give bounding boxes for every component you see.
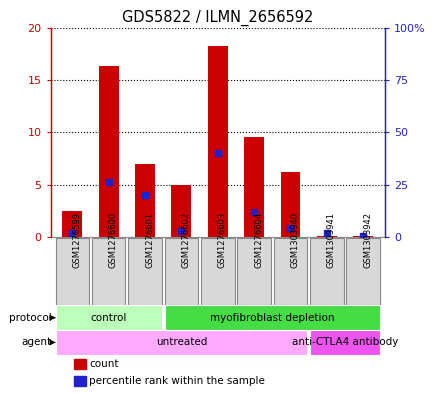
Text: untreated: untreated [156, 338, 207, 347]
Text: agent: agent [21, 338, 51, 347]
Bar [74, 376, 86, 386]
FancyBboxPatch shape [56, 237, 89, 305]
Bar [165, 305, 380, 330]
Text: anti-CTLA4 antibody: anti-CTLA4 antibody [292, 338, 398, 347]
Bar [172, 184, 191, 237]
Bar [62, 211, 82, 237]
Text: GSM1303942: GSM1303942 [363, 212, 372, 268]
Point [251, 209, 258, 215]
Point [214, 150, 221, 156]
Text: percentile rank within the sample: percentile rank within the sample [89, 376, 265, 386]
Bar [56, 305, 162, 330]
Text: GSM1276599: GSM1276599 [73, 212, 81, 268]
FancyBboxPatch shape [310, 237, 344, 305]
Bar [208, 46, 228, 237]
Text: GSM1276600: GSM1276600 [109, 212, 118, 268]
Bar [353, 236, 373, 237]
Point [178, 228, 185, 234]
Bar [99, 66, 119, 237]
Bar [244, 138, 264, 237]
Text: control: control [91, 313, 127, 323]
Bar [56, 330, 307, 355]
Point [323, 230, 330, 236]
Bar [281, 172, 301, 237]
Title: GDS5822 / ILMN_2656592: GDS5822 / ILMN_2656592 [122, 10, 313, 26]
Text: GSM1276604: GSM1276604 [254, 212, 263, 268]
Text: GSM1276603: GSM1276603 [218, 212, 227, 268]
Point [105, 179, 112, 185]
Bar [74, 359, 86, 369]
Bar [310, 330, 380, 355]
FancyBboxPatch shape [346, 237, 380, 305]
Text: GSM1276601: GSM1276601 [145, 212, 154, 268]
Text: protocol: protocol [8, 313, 51, 323]
Text: myofibroblast depletion: myofibroblast depletion [210, 313, 334, 323]
FancyBboxPatch shape [274, 237, 307, 305]
FancyBboxPatch shape [238, 237, 271, 305]
FancyBboxPatch shape [165, 237, 198, 305]
Point [69, 230, 76, 236]
Bar [135, 163, 155, 237]
Text: GSM1303941: GSM1303941 [327, 212, 336, 268]
Point [287, 225, 294, 231]
Bar [317, 236, 337, 237]
Text: GSM1276602: GSM1276602 [181, 212, 191, 268]
FancyBboxPatch shape [201, 237, 235, 305]
FancyBboxPatch shape [128, 237, 162, 305]
Text: count: count [89, 359, 118, 369]
Point [359, 233, 367, 239]
FancyBboxPatch shape [92, 237, 125, 305]
Text: GSM1303940: GSM1303940 [290, 212, 300, 268]
Point [142, 192, 149, 198]
